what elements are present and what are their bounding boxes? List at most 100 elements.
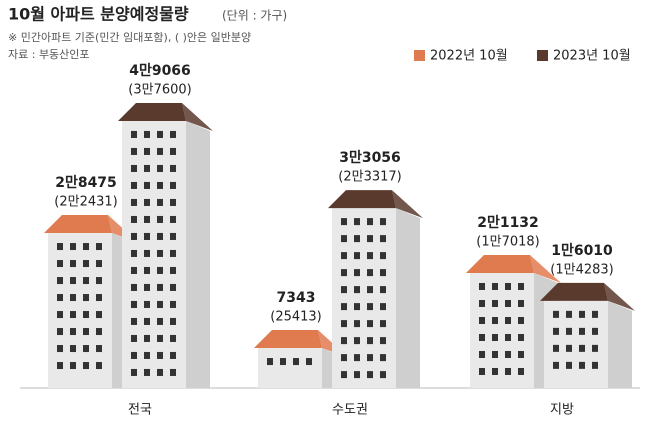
window bbox=[83, 311, 89, 318]
window bbox=[170, 352, 176, 359]
window bbox=[505, 317, 511, 324]
window bbox=[96, 328, 102, 335]
window bbox=[96, 311, 102, 318]
window bbox=[579, 362, 585, 369]
window bbox=[157, 233, 163, 240]
window bbox=[293, 358, 299, 365]
window bbox=[157, 335, 163, 342]
window bbox=[70, 328, 76, 335]
window bbox=[157, 284, 163, 291]
source: 자료 : 부동산인포 bbox=[8, 48, 90, 61]
window bbox=[131, 335, 137, 342]
legend-swatch bbox=[537, 50, 548, 61]
window bbox=[380, 286, 386, 293]
window bbox=[267, 358, 273, 365]
window bbox=[170, 267, 176, 274]
window bbox=[144, 182, 150, 189]
general-sale-label: (1만7018) bbox=[476, 234, 539, 249]
window bbox=[131, 267, 137, 274]
window bbox=[70, 243, 76, 250]
legend-swatch bbox=[414, 50, 425, 61]
window bbox=[144, 148, 150, 155]
window bbox=[566, 362, 572, 369]
window bbox=[57, 277, 63, 284]
window bbox=[354, 354, 360, 361]
window bbox=[341, 286, 347, 293]
window bbox=[341, 371, 347, 378]
window bbox=[170, 250, 176, 257]
window bbox=[367, 337, 373, 344]
window bbox=[341, 354, 347, 361]
window bbox=[367, 218, 373, 225]
window bbox=[83, 345, 89, 352]
window bbox=[57, 362, 63, 369]
window bbox=[144, 369, 150, 376]
window bbox=[144, 165, 150, 172]
window bbox=[492, 317, 498, 324]
window bbox=[280, 358, 286, 365]
window bbox=[367, 286, 373, 293]
window bbox=[170, 165, 176, 172]
window bbox=[492, 351, 498, 358]
window bbox=[505, 368, 511, 375]
window bbox=[131, 131, 137, 138]
window bbox=[157, 352, 163, 359]
window bbox=[57, 345, 63, 352]
window bbox=[566, 328, 572, 335]
window bbox=[518, 368, 524, 375]
window bbox=[354, 218, 360, 225]
window bbox=[380, 371, 386, 378]
general-sale-label: (3만7600) bbox=[128, 82, 191, 97]
window bbox=[144, 301, 150, 308]
window bbox=[341, 218, 347, 225]
window bbox=[380, 320, 386, 327]
window bbox=[354, 252, 360, 259]
window bbox=[131, 250, 137, 257]
window bbox=[341, 337, 347, 344]
window bbox=[157, 250, 163, 257]
window bbox=[131, 165, 137, 172]
window bbox=[367, 354, 373, 361]
window bbox=[518, 317, 524, 324]
window bbox=[96, 260, 102, 267]
window bbox=[170, 369, 176, 376]
building-side bbox=[608, 301, 632, 388]
window bbox=[579, 311, 585, 318]
window bbox=[144, 199, 150, 206]
window bbox=[157, 199, 163, 206]
window bbox=[131, 284, 137, 291]
window bbox=[70, 345, 76, 352]
general-sale-label: (2만3317) bbox=[338, 170, 401, 185]
window bbox=[96, 277, 102, 284]
window bbox=[592, 311, 598, 318]
window bbox=[131, 301, 137, 308]
window bbox=[83, 243, 89, 250]
window bbox=[380, 337, 386, 344]
window bbox=[479, 283, 485, 290]
window bbox=[96, 345, 102, 352]
window bbox=[57, 243, 63, 250]
window bbox=[492, 368, 498, 375]
value-label: 4만9066 bbox=[129, 63, 191, 79]
window bbox=[354, 235, 360, 242]
window bbox=[341, 235, 347, 242]
chart: 10월 아파트 분양예정물량 (단위 : 가구) ※ 민간아파트 기준(민간 임… bbox=[0, 0, 656, 427]
window bbox=[70, 277, 76, 284]
window bbox=[144, 131, 150, 138]
window bbox=[144, 318, 150, 325]
legend-label: 2023년 10월 bbox=[553, 49, 631, 64]
x-tick-label: 전국 bbox=[128, 403, 152, 418]
window bbox=[170, 335, 176, 342]
window bbox=[341, 320, 347, 327]
window bbox=[170, 216, 176, 223]
window bbox=[579, 328, 585, 335]
window bbox=[131, 369, 137, 376]
window bbox=[131, 216, 137, 223]
window bbox=[131, 318, 137, 325]
window bbox=[83, 277, 89, 284]
window bbox=[367, 235, 373, 242]
window bbox=[479, 334, 485, 341]
window bbox=[157, 165, 163, 172]
window bbox=[170, 131, 176, 138]
window bbox=[354, 337, 360, 344]
